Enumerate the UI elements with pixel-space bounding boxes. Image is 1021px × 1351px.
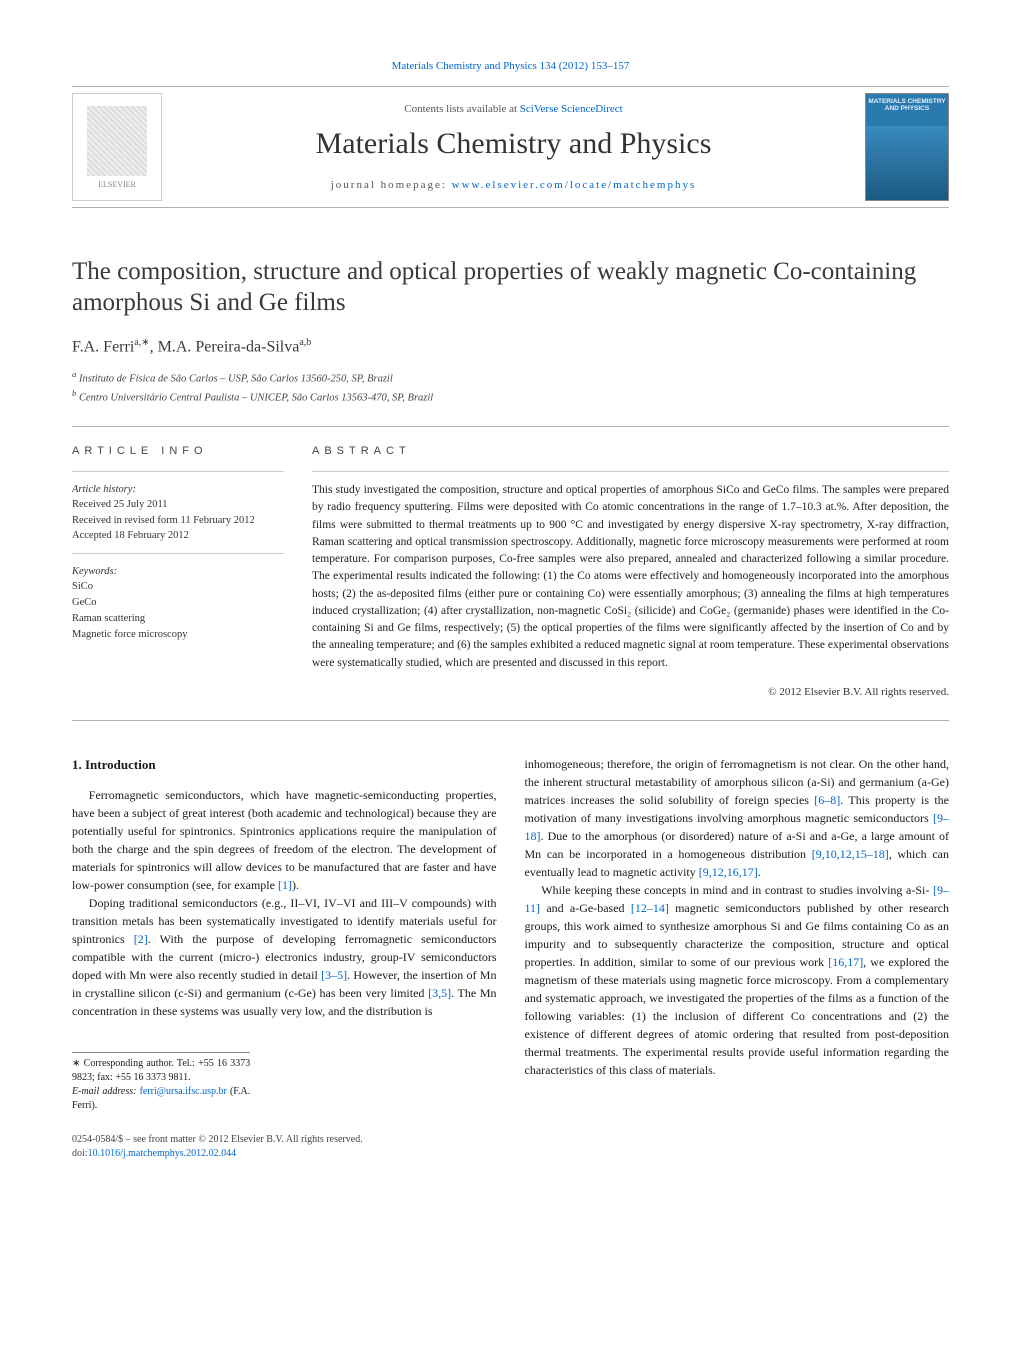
- sciencedirect-link[interactable]: SciVerse ScienceDirect: [520, 103, 623, 115]
- keywords-list: SiCo GeCo Raman scattering Magnetic forc…: [72, 579, 284, 642]
- keyword-1: SiCo: [72, 579, 284, 595]
- abstract-divider: [312, 471, 949, 472]
- article-info-sidebar: article info Article history: Received 2…: [72, 445, 284, 698]
- body-paragraph-3: inhomogeneous; therefore, the origin of …: [525, 755, 950, 881]
- corr-email-line: E-mail address: ferri@ursa.ifsc.usp.br (…: [72, 1085, 250, 1113]
- abstract-block: abstract This study investigated the com…: [312, 445, 949, 698]
- ref-link-12-14[interactable]: [12–14]: [631, 901, 669, 915]
- article-info-heading: article info: [72, 445, 284, 457]
- publisher-logo: ELSEVIER: [72, 93, 162, 201]
- journal-masthead: ELSEVIER Contents lists available at Sci…: [72, 86, 949, 208]
- affiliation-b: b Centro Universitário Central Paulista …: [72, 387, 949, 406]
- corr-phone-fax: ∗ Corresponding author. Tel.: +55 16 337…: [72, 1057, 250, 1085]
- info-divider-1: [72, 471, 284, 472]
- author-list: F.A. Ferria,∗, M.A. Pereira-da-Silvaa,b: [72, 337, 949, 356]
- keyword-3: Raman scattering: [72, 611, 284, 627]
- ref-link-2[interactable]: [2]: [134, 932, 148, 946]
- author-2-affil: a,b: [299, 337, 311, 348]
- contents-available-line: Contents lists available at SciVerse Sci…: [170, 103, 857, 115]
- corresponding-author-footnote: ∗ Corresponding author. Tel.: +55 16 337…: [72, 1052, 250, 1113]
- ref-link-9-12-etc[interactable]: [9,12,16,17]: [699, 865, 758, 879]
- keywords-label: Keywords:: [72, 564, 284, 579]
- cover-title: MATERIALS CHEMISTRY AND PHYSICS: [868, 98, 946, 112]
- abstract-copyright: © 2012 Elsevier B.V. All rights reserved…: [312, 686, 949, 698]
- affiliations: a Instituto de Física de São Carlos – US…: [72, 368, 949, 406]
- doi-link[interactable]: 10.1016/j.matchemphys.2012.02.044: [88, 1148, 237, 1159]
- journal-homepage-link[interactable]: www.elsevier.com/locate/matchemphys: [452, 179, 697, 191]
- body-paragraph-2: Doping traditional semiconductors (e.g.,…: [72, 894, 497, 1020]
- footer-frontmatter: 0254-0584/$ – see front matter © 2012 El…: [72, 1133, 949, 1147]
- body-paragraph-4: While keeping these concepts in mind and…: [525, 881, 950, 1079]
- journal-homepage-line: journal homepage: www.elsevier.com/locat…: [170, 179, 857, 191]
- keyword-2: GeCo: [72, 595, 284, 611]
- history-received: Received 25 July 2011: [72, 497, 284, 512]
- body-paragraph-1: Ferromagnetic semiconductors, which have…: [72, 786, 497, 894]
- journal-title: Materials Chemistry and Physics: [170, 127, 857, 161]
- ref-link-3-5b[interactable]: [3,5]: [428, 986, 451, 1000]
- history-accepted: Accepted 18 February 2012: [72, 528, 284, 543]
- elsevier-tree-icon: [87, 106, 147, 176]
- author-1-affil: a,∗: [134, 337, 149, 348]
- affiliation-a: a Instituto de Física de São Carlos – US…: [72, 368, 949, 387]
- running-header-link[interactable]: Materials Chemistry and Physics 134 (201…: [392, 60, 630, 72]
- abstract-text: This study investigated the composition,…: [312, 482, 949, 672]
- article-title: The composition, structure and optical p…: [72, 256, 949, 319]
- abstract-heading: abstract: [312, 445, 949, 457]
- publisher-name: ELSEVIER: [98, 180, 136, 189]
- article-history-label: Article history:: [72, 482, 284, 497]
- corr-email-link[interactable]: ferri@ursa.ifsc.usp.br: [140, 1086, 227, 1097]
- journal-cover-thumbnail: MATERIALS CHEMISTRY AND PHYSICS: [865, 93, 949, 201]
- ref-link-16-17[interactable]: [16,17]: [828, 955, 863, 969]
- page-footer: 0254-0584/$ – see front matter © 2012 El…: [72, 1133, 949, 1161]
- author-1: F.A. Ferri: [72, 338, 134, 355]
- running-header-citation: Materials Chemistry and Physics 134 (201…: [72, 60, 949, 72]
- ref-link-1[interactable]: [1]: [278, 878, 292, 892]
- section-1-heading: 1. Introduction: [72, 755, 497, 775]
- keyword-4: Magnetic force microscopy: [72, 627, 284, 643]
- divider-bottom: [72, 720, 949, 721]
- article-body: 1. Introduction Ferromagnetic semiconduc…: [72, 755, 949, 1114]
- ref-link-9-10-etc[interactable]: [9,10,12,15–18]: [812, 847, 889, 861]
- author-2: , M.A. Pereira-da-Silva: [150, 338, 300, 355]
- footer-doi-line: doi:10.1016/j.matchemphys.2012.02.044: [72, 1147, 949, 1161]
- ref-link-6-8[interactable]: [6–8]: [814, 793, 840, 807]
- history-revised: Received in revised form 11 February 201…: [72, 513, 284, 528]
- ref-link-3-5[interactable]: [3–5]: [321, 968, 347, 982]
- info-divider-2: [72, 553, 284, 554]
